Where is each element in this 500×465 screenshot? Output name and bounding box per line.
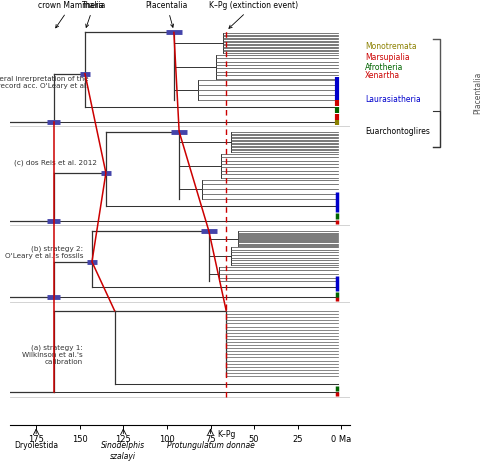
Text: Laurasiatheria: Laurasiatheria (365, 95, 421, 104)
Text: Afrotheria: Afrotheria (365, 63, 404, 72)
Text: (d) literal inrerpretation of the
fossil record acc. O'Leary et al.: (d) literal inrerpretation of the fossil… (0, 76, 88, 89)
Text: K–Pg (extinction event): K–Pg (extinction event) (209, 1, 298, 28)
Text: (c) dos Reis et al. 2012: (c) dos Reis et al. 2012 (14, 159, 97, 166)
Text: K–Pg: K–Pg (217, 430, 236, 439)
Text: Placentalia: Placentalia (146, 1, 188, 27)
Text: Dryolestida: Dryolestida (14, 441, 58, 450)
Text: Theria: Theria (82, 1, 106, 27)
Text: Xenartha: Xenartha (365, 71, 400, 80)
Text: Monotremata: Monotremata (365, 42, 416, 52)
Text: (a) strategy 1:
Wilkinson et al.'s
calibration: (a) strategy 1: Wilkinson et al.'s calib… (22, 345, 83, 365)
Text: Protungulatum donnae: Protungulatum donnae (166, 441, 254, 450)
Text: Euarchontoglires: Euarchontoglires (365, 127, 430, 136)
Text: Marsupialia: Marsupialia (365, 53, 410, 62)
Text: (b) strategy 2:
O'Leary et al.'s fossils: (b) strategy 2: O'Leary et al.'s fossils (4, 245, 83, 259)
Text: Placentalia: Placentalia (473, 72, 482, 114)
Text: crown Mammalia: crown Mammalia (38, 1, 104, 28)
Text: Sinodelphis
szalayi: Sinodelphis szalayi (102, 441, 146, 461)
